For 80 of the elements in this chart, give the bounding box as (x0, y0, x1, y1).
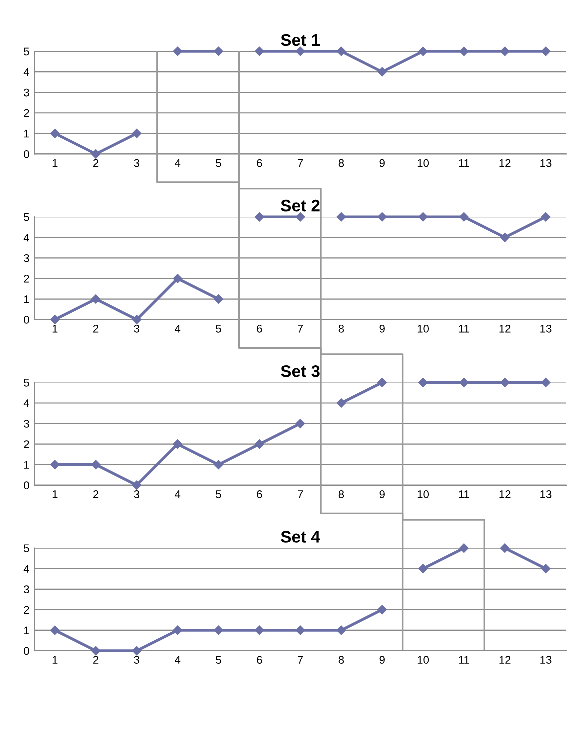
x-tick-label: 4 (175, 656, 181, 664)
x-tick-label: 2 (94, 656, 99, 664)
x-tick-label: 6 (257, 159, 262, 168)
x-tick-label: 2 (94, 490, 99, 498)
x-tick-label: 13 (540, 490, 552, 498)
y-tick-label: 5 (24, 48, 30, 56)
y-tick-label: 2 (24, 274, 30, 283)
x-tick-label: 13 (540, 159, 552, 168)
y-tick-label: 1 (24, 461, 30, 469)
chart-title: Set 1 (281, 34, 320, 46)
x-tick-label: 4 (175, 325, 181, 333)
y-tick-label: 2 (24, 440, 30, 448)
x-tick-label: 7 (298, 325, 304, 333)
x-tick-label: 9 (380, 656, 385, 664)
chart-title: Set 3 (281, 366, 320, 378)
y-tick-label: 4 (24, 68, 30, 76)
x-tick-label: 13 (540, 324, 552, 333)
x-tick-label: 11 (459, 159, 470, 168)
x-tick-label: 1 (52, 656, 58, 664)
x-tick-label: 7 (298, 490, 304, 498)
x-tick-label: 2 (94, 324, 99, 333)
y-tick-label: 2 (24, 109, 30, 118)
x-tick-label: 1 (52, 490, 58, 498)
y-tick-label: 4 (24, 234, 30, 242)
x-tick-label: 10 (418, 490, 430, 498)
y-tick-label: 4 (24, 565, 30, 573)
y-tick-label: 3 (24, 254, 30, 262)
x-tick-label: 12 (500, 490, 511, 498)
y-tick-label: 1 (24, 130, 30, 138)
x-tick-label: 9 (380, 324, 385, 333)
y-tick-label: 0 (24, 150, 30, 158)
x-tick-label: 9 (380, 490, 385, 498)
x-tick-label: 12 (500, 656, 511, 664)
x-tick-label: 10 (418, 656, 430, 664)
x-tick-label: 9 (380, 159, 385, 168)
x-tick-label: 8 (338, 490, 344, 498)
x-tick-label: 5 (216, 490, 222, 498)
x-tick-label: 11 (459, 490, 470, 498)
x-tick-label: 12 (500, 159, 511, 168)
y-tick-label: 2 (24, 606, 30, 614)
x-tick-label: 3 (134, 324, 140, 333)
x-tick-label: 5 (216, 325, 222, 333)
y-tick-label: 3 (24, 586, 30, 594)
x-tick-label: 13 (540, 656, 552, 664)
x-tick-label: 5 (216, 656, 222, 664)
x-tick-label: 11 (459, 656, 470, 664)
y-tick-label: 5 (24, 214, 30, 222)
x-tick-label: 8 (338, 159, 344, 168)
x-tick-label: 4 (175, 159, 181, 168)
x-tick-label: 7 (298, 656, 304, 664)
x-tick-label: 10 (418, 324, 430, 333)
x-tick-label: 8 (338, 324, 344, 333)
x-tick-label: 8 (338, 656, 344, 664)
x-tick-label: 1 (52, 325, 58, 333)
y-tick-label: 1 (24, 296, 30, 304)
x-tick-label: 5 (216, 159, 222, 168)
y-tick-label: 0 (24, 482, 30, 490)
y-tick-label: 3 (24, 420, 30, 428)
x-tick-label: 12 (500, 324, 511, 333)
chart-title: Set 4 (281, 531, 320, 543)
x-tick-label: 6 (257, 656, 262, 664)
x-tick-label: 2 (94, 159, 99, 168)
x-tick-label: 1 (52, 159, 58, 168)
y-tick-label: 1 (24, 626, 30, 634)
x-tick-label: 10 (418, 159, 430, 168)
x-tick-label: 6 (257, 324, 262, 333)
y-tick-label: 5 (24, 544, 30, 552)
x-tick-label: 3 (134, 656, 140, 664)
y-tick-label: 0 (24, 647, 30, 656)
x-tick-label: 3 (134, 159, 140, 168)
chart-title: Set 2 (281, 200, 320, 212)
y-tick-label: 4 (24, 400, 30, 408)
x-tick-label: 4 (175, 490, 181, 498)
x-tick-label: 6 (257, 490, 262, 498)
y-tick-label: 0 (24, 316, 30, 324)
x-tick-label: 3 (134, 490, 140, 498)
y-tick-label: 3 (24, 88, 30, 97)
x-tick-label: 11 (459, 325, 470, 333)
y-tick-label: 5 (24, 379, 30, 387)
x-tick-label: 7 (298, 159, 304, 168)
